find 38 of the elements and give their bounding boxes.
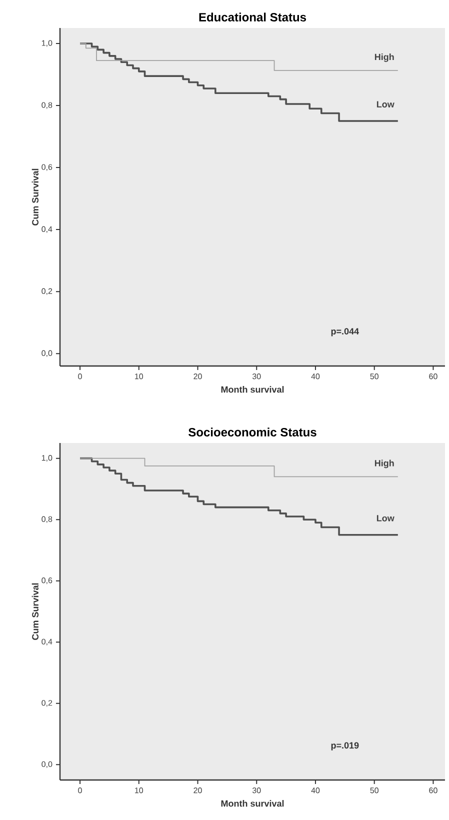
x-tick-label: 40: [311, 374, 320, 380]
x-tick-label: 10: [135, 374, 144, 380]
annotation: p=.019: [331, 742, 359, 750]
series-label: High: [374, 54, 394, 62]
x-axis-title: Month survival: [221, 800, 284, 807]
y-tick-label: 0,4: [42, 638, 52, 646]
y-tick-label: 0,0: [42, 761, 52, 768]
y-axis-title: Cum Survival: [32, 583, 38, 640]
chart-title: Socioeconomic Status: [188, 428, 316, 436]
y-axis-title: Cum Survival: [32, 168, 38, 226]
x-tick-label: 60: [429, 788, 438, 794]
y-tick-label: 0,2: [42, 700, 52, 707]
y-tick-label: 1,0: [42, 40, 52, 47]
y-tick-label: 0,8: [42, 516, 52, 523]
y-tick-label: 1,0: [42, 455, 52, 462]
y-tick-label: 0,0: [42, 350, 52, 357]
x-axis-title: Month survival: [221, 386, 284, 393]
x-tick-label: 10: [135, 788, 144, 794]
y-tick-label: 0,4: [42, 226, 52, 233]
series-label: Low: [376, 101, 394, 108]
x-tick-label: 30: [252, 788, 261, 794]
y-tick-label: 0,8: [42, 102, 52, 109]
y-tick-label: 0,6: [42, 164, 52, 171]
x-tick-label: 30: [252, 374, 261, 380]
x-tick-label: 0: [78, 374, 82, 380]
y-tick-label: 0,2: [42, 288, 52, 295]
y-tick-label: 0,6: [42, 578, 52, 584]
x-tick-label: 20: [194, 374, 202, 380]
x-tick-label: 40: [311, 788, 320, 794]
x-tick-label: 50: [370, 788, 378, 794]
x-tick-label: 0: [78, 788, 82, 794]
x-tick-label: 60: [429, 374, 438, 380]
chart-title: Educational Status: [199, 12, 306, 22]
annotation: p=.044: [331, 328, 359, 336]
x-tick-label: 20: [194, 788, 202, 794]
x-tick-label: 50: [370, 374, 378, 380]
series-label: High: [374, 460, 394, 468]
series-label: Low: [376, 515, 394, 522]
